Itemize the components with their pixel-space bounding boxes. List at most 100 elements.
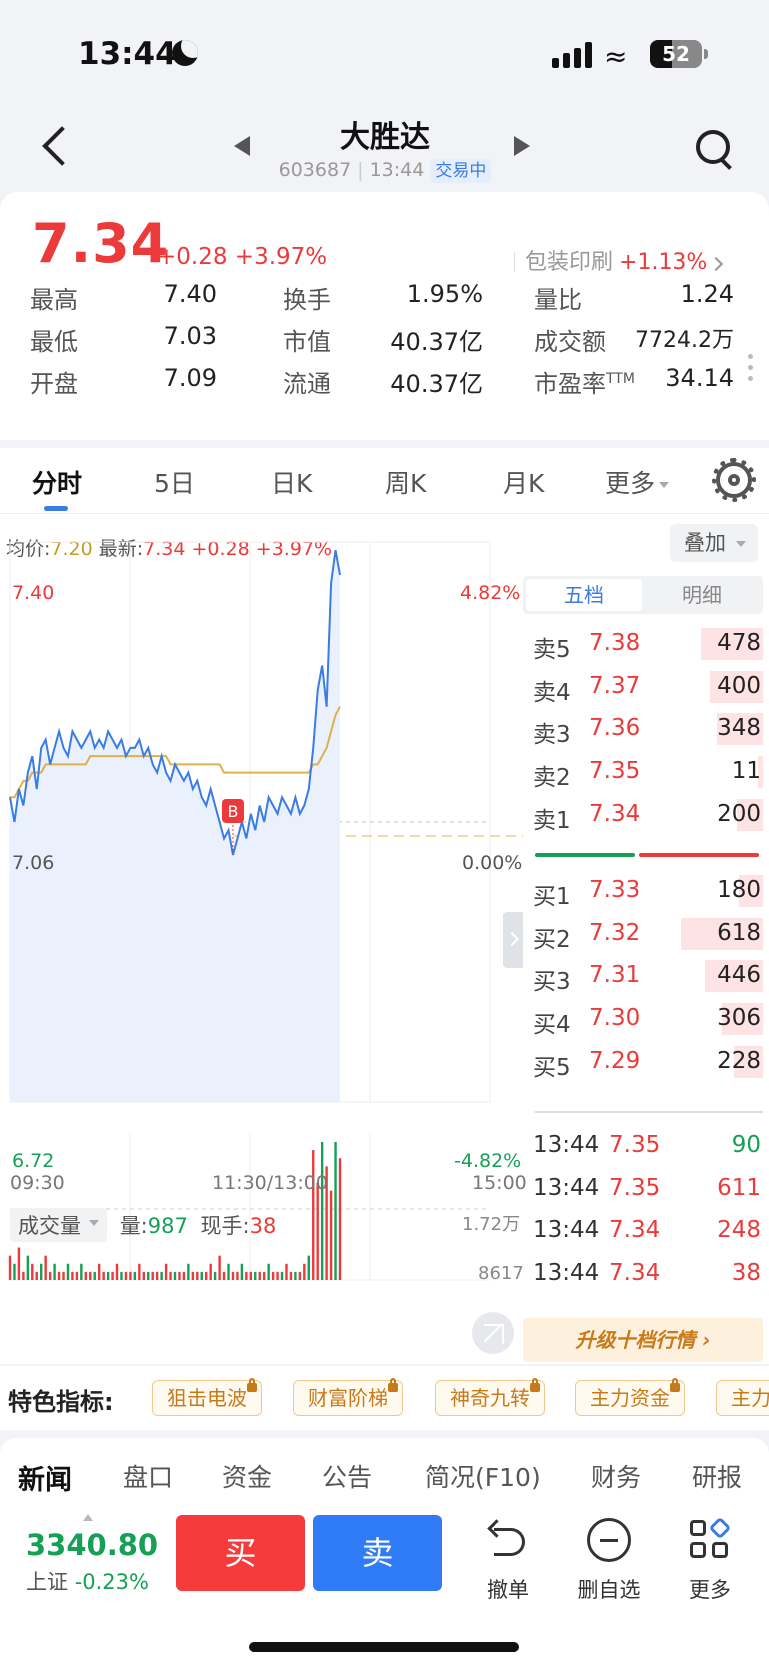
price-area-fill <box>10 550 340 1102</box>
news-tabs: 新闻 盘口 资金 公告 简况(F10) 财务 研报 <box>0 1438 769 1508</box>
buy-button[interactable]: 买 <box>176 1515 305 1591</box>
volume-bar <box>205 1271 208 1280</box>
ask-row[interactable]: 卖4 7.37 400 <box>523 669 763 706</box>
tab-5day[interactable]: 5日 <box>154 469 195 498</box>
ask-row[interactable]: 卖1 7.34 200 <box>523 797 763 834</box>
tab-finance[interactable]: 财务 <box>591 1463 642 1492</box>
volume-bar <box>71 1271 74 1280</box>
order-book: 五档 明细 卖5 7.38 478 卖4 7.37 400 卖3 7.36 348 卖2 7.35 1… <box>523 576 769 1366</box>
sector-link[interactable]: 包装印刷 +1.13% <box>514 244 724 276</box>
stat-open-label: 开盘 <box>30 370 78 398</box>
volume-bar <box>178 1271 181 1280</box>
volume-bar <box>151 1271 154 1280</box>
tab-handicap[interactable]: 盘口 <box>123 1463 174 1492</box>
ask-row[interactable]: 卖3 7.36 348 <box>523 711 763 749</box>
bid-row[interactable]: 买2 7.32 618 <box>523 916 763 953</box>
tab-weekly-k[interactable]: 周K <box>385 469 427 498</box>
volume-bar <box>17 1247 21 1280</box>
volume-bar <box>338 1158 342 1280</box>
tab-five-levels[interactable]: 五档 <box>526 579 642 611</box>
chip-sniper-wave[interactable]: 狙击电波 <box>152 1378 262 1416</box>
ask-row[interactable]: 卖5 7.38 478 <box>523 626 763 663</box>
price-line <box>9 550 341 856</box>
stock-subtitle: 603687 | 13:44 交易中 <box>260 156 510 183</box>
expand-icon[interactable] <box>472 1312 514 1354</box>
volume-bar <box>303 1263 306 1280</box>
signal-icon <box>552 42 594 68</box>
volume-bar <box>227 1263 230 1280</box>
tab-research[interactable]: 研报 <box>692 1463 743 1492</box>
volume-bar <box>701 628 763 660</box>
level-volume: 446 <box>717 962 761 989</box>
level-volume: 11 <box>731 758 761 785</box>
lock-icon <box>247 1378 257 1392</box>
stat-high-label: 最高 <box>30 286 78 314</box>
sell-button[interactable]: 卖 <box>313 1515 442 1591</box>
tick-volume: 90 <box>731 1132 761 1158</box>
volume-bar <box>102 1271 105 1280</box>
tab-funds[interactable]: 资金 <box>222 1463 273 1492</box>
avg-latest-line: 均价:7.20 最新:7.34 +0.28 +3.97% <box>6 538 333 560</box>
tab-daily-k[interactable]: 日K <box>271 469 313 498</box>
back-icon[interactable] <box>36 122 76 172</box>
stock-name: 大胜达 <box>340 120 430 155</box>
index-value[interactable]: 3340.80 <box>26 1528 159 1562</box>
tab-f10[interactable]: 简况(F10) <box>425 1463 541 1492</box>
tab-details[interactable]: 明细 <box>682 583 722 607</box>
bid-row[interactable]: 买3 7.31 446 <box>523 958 763 995</box>
volume-bar <box>209 1263 212 1280</box>
chip-magic-nine[interactable]: 神奇九转 <box>435 1378 545 1416</box>
ask-row[interactable]: 卖2 7.35 11 <box>523 754 763 791</box>
volume-bar <box>236 1271 239 1280</box>
tab-news[interactable]: 新闻 <box>18 1465 72 1496</box>
moon-icon <box>172 40 198 66</box>
pct-axis-bottom-label: -4.82% <box>454 1150 522 1172</box>
more-button[interactable]: 更多 <box>670 1516 750 1604</box>
level-label: 卖3 <box>533 722 571 749</box>
intraday-chart[interactable]: B <box>0 514 769 1364</box>
tab-more[interactable]: 更多 <box>605 464 670 500</box>
chip-main-cut[interactable]: 主力 <box>716 1380 769 1416</box>
tab-announcements[interactable]: 公告 <box>322 1463 373 1492</box>
pct-axis-top-label: 4.82% <box>460 582 521 604</box>
bid-row[interactable]: 买4 7.30 306 <box>523 1001 763 1038</box>
bid-row[interactable]: 买5 7.29 228 <box>523 1044 763 1081</box>
volume-bar <box>187 1263 190 1280</box>
next-stock-icon[interactable] <box>514 136 530 156</box>
cancel-order-button[interactable]: 撤单 <box>468 1518 548 1604</box>
search-icon[interactable] <box>694 128 734 168</box>
volume-bar <box>48 1271 52 1280</box>
upgrade-level10-button[interactable]: 升级十档行情 › <box>523 1318 763 1362</box>
volume-bar <box>35 1271 38 1280</box>
more-dots-icon[interactable] <box>748 354 754 387</box>
overlay-button[interactable]: 叠加 <box>670 524 758 562</box>
remove-watchlist-button[interactable]: 删自选 <box>569 1518 649 1604</box>
sector-name: 包装印刷 <box>525 250 614 275</box>
stat-turnover-label: 换手 <box>283 286 331 314</box>
settings-gear-icon[interactable] <box>712 458 756 502</box>
trading-status-badge: 交易中 <box>430 159 492 183</box>
tick-price: 7.35 <box>609 1174 661 1201</box>
tick-volume: 611 <box>717 1174 761 1201</box>
stat-volratio-label: 量比 <box>534 286 582 314</box>
tab-monthly-k[interactable]: 月K <box>503 469 545 498</box>
volume-selector[interactable]: 成交量 <box>10 1208 107 1242</box>
volume-bar <box>115 1263 119 1280</box>
tab-intraday[interactable]: 分时 <box>32 469 83 498</box>
bid-row[interactable]: 买1 7.33 180 <box>523 873 763 910</box>
stat-open-value: 7.09 <box>163 364 217 392</box>
trade-tick-row: 13:44 7.35 90 <box>523 1128 763 1164</box>
volume-bar <box>155 1271 159 1280</box>
minus-circle-icon <box>587 1518 631 1562</box>
volume-bar <box>26 1255 30 1280</box>
stat-amount-label: 成交额 <box>534 328 606 356</box>
prev-stock-icon[interactable] <box>234 136 250 156</box>
pct-axis-mid-label: 0.00% <box>462 852 523 874</box>
chip-wealth-ladder[interactable]: 财富阶梯 <box>293 1378 403 1416</box>
volume-bar <box>120 1271 123 1280</box>
chip-main-funds[interactable]: 主力资金 <box>575 1378 685 1416</box>
volume-bar <box>169 1271 172 1280</box>
collapse-handle-icon[interactable] <box>503 912 523 968</box>
level-volume: 306 <box>717 1005 761 1032</box>
volume-bar <box>289 1271 293 1280</box>
